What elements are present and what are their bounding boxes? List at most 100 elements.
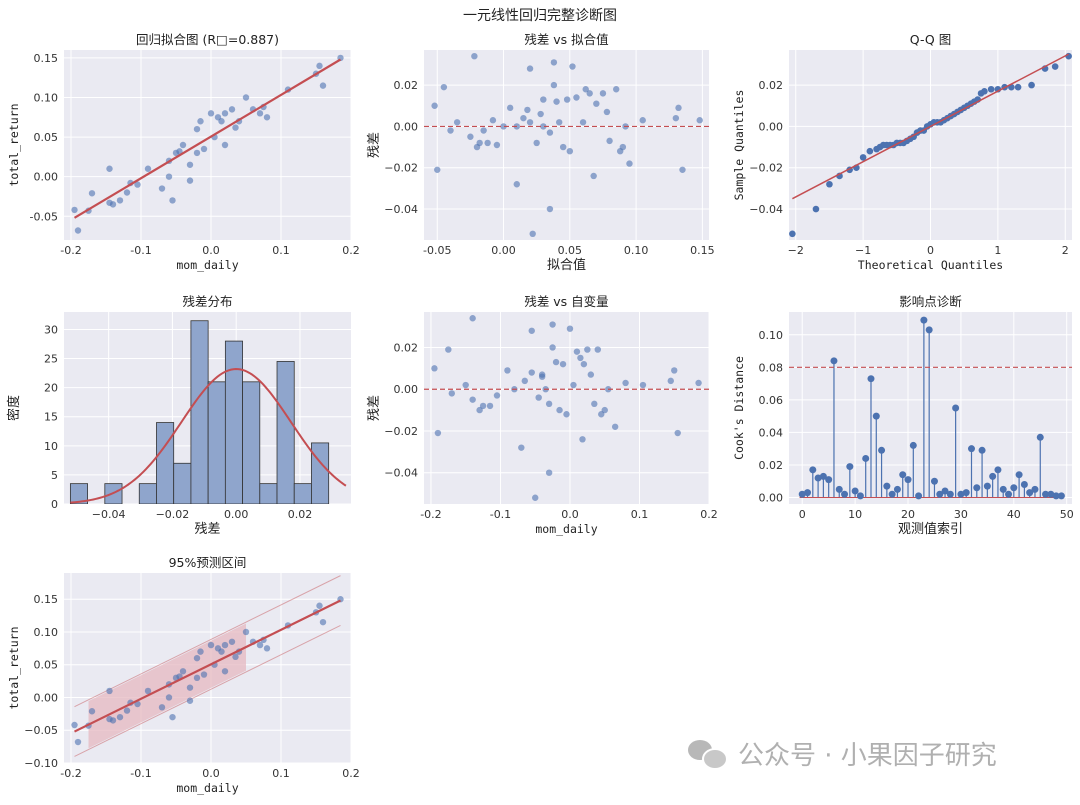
regression-line [74, 599, 341, 733]
data-point [538, 373, 546, 380]
data-point [71, 721, 78, 729]
stem-marker [1057, 492, 1065, 500]
data-point [186, 684, 194, 691]
y-tick-label: 0.00 [34, 171, 59, 184]
data-point [584, 346, 591, 353]
data-point [866, 147, 874, 155]
data-point [434, 429, 442, 437]
y-axis-label: Sample Quantiles [732, 90, 746, 201]
data-point [165, 173, 173, 180]
y-tick-label: 0.10 [759, 329, 784, 342]
y-axis-label: total_return [7, 626, 21, 709]
y-tick-label: 0.15 [34, 52, 59, 65]
data-point [221, 641, 229, 649]
y-axis-label: 密度 [6, 395, 22, 421]
data-point [106, 687, 113, 695]
stem-marker [915, 492, 923, 500]
y-tick-label: 0.00 [394, 383, 419, 396]
data-point [471, 52, 478, 60]
stem-marker [1047, 490, 1055, 498]
data-point [593, 100, 600, 107]
data-point [179, 668, 187, 675]
data-point [504, 367, 511, 374]
data-point [579, 119, 587, 126]
panel-fit: -0.2 -0.1 0.0 0.1 0.2 -0.05 0.00 0.05 0.10 0.15 回归… [7, 32, 360, 272]
y-tick-label: 30 [44, 323, 58, 336]
figure-suptitle: 一元线性回归完整诊断图 [463, 7, 617, 24]
stem-marker [936, 490, 944, 498]
data-point [193, 125, 201, 133]
x-axis-label: mom_daily [176, 781, 238, 795]
x-tick-label: −2 [788, 244, 804, 257]
histogram-bar [69, 483, 88, 504]
stem-marker [888, 490, 896, 498]
data-point [622, 379, 629, 387]
x-tick-label: 0.0 [202, 244, 220, 257]
data-point [123, 189, 131, 196]
x-tick-label: 0.00 [224, 508, 249, 521]
data-point [197, 648, 204, 655]
x-tick-label: 0.0 [561, 508, 579, 521]
x-tick-label: -0.1 [490, 508, 511, 521]
data-point [569, 63, 576, 70]
data-point [672, 114, 680, 122]
chart-title: 残差 vs 拟合值 [524, 32, 608, 47]
y-tick-label: 0.05 [34, 659, 59, 672]
data-point [590, 172, 597, 180]
data-point [158, 185, 166, 192]
y-tick-label: −0.05 [24, 724, 58, 737]
data-point [566, 147, 574, 155]
stem-marker [946, 490, 954, 498]
data-point [479, 402, 487, 410]
data-point [1051, 63, 1059, 70]
data-point [319, 82, 327, 89]
x-tick-label: -0.05 [423, 244, 451, 257]
histogram-bar [242, 381, 261, 504]
data-point [573, 348, 581, 355]
data-point [434, 166, 441, 173]
data-point [513, 181, 520, 188]
y-tick-label: −0.02 [384, 162, 418, 175]
y-axis-label: Cook's Distance [732, 356, 746, 460]
data-point [533, 139, 540, 147]
data-point [1014, 83, 1022, 91]
y-tick-label: 0.10 [34, 626, 59, 639]
data-point [123, 707, 131, 714]
x-tick-label: 2 [1062, 244, 1069, 257]
data-point [186, 161, 194, 168]
panel-predint: -0.2 -0.1 0.0 0.1 0.2 −0.10 −0.05 0.00 0.05 0.10 0… [7, 555, 360, 795]
x-tick-label: 30 [954, 508, 968, 521]
plot-area [69, 320, 347, 504]
data-point [580, 360, 588, 368]
data-point [570, 381, 577, 389]
data-point [529, 230, 536, 238]
data-point [221, 141, 229, 149]
x-tick-label: −1 [855, 244, 871, 257]
panel-resid_x: -0.2 -0.1 0.0 0.1 0.2 −0.04 −0.02 0.00 0.02 残差 vs… [367, 294, 718, 536]
data-point [316, 62, 323, 70]
histogram-bar [224, 340, 243, 504]
y-tick-label: 20 [44, 382, 58, 395]
stem-marker [1010, 484, 1018, 492]
x-tick-label: -0.1 [130, 767, 151, 780]
data-point [448, 390, 456, 397]
x-tick-label: 0.1 [631, 508, 649, 521]
data-point [109, 717, 117, 724]
data-point [518, 444, 525, 451]
data-point [545, 400, 553, 408]
data-point [563, 411, 570, 418]
y-tick-label: 0.00 [34, 691, 59, 704]
y-tick-label: -0.05 [30, 210, 58, 223]
data-point [586, 90, 593, 97]
chart-title: 残差分布 [182, 294, 232, 309]
plot-area [424, 52, 709, 238]
stem-marker [904, 476, 912, 484]
data-point [263, 114, 271, 121]
stem-marker [999, 485, 1007, 493]
data-point [563, 96, 571, 103]
data-point [599, 90, 607, 97]
stem-marker [804, 489, 812, 497]
y-tick-label: 0.08 [759, 361, 784, 374]
data-point [520, 114, 527, 122]
